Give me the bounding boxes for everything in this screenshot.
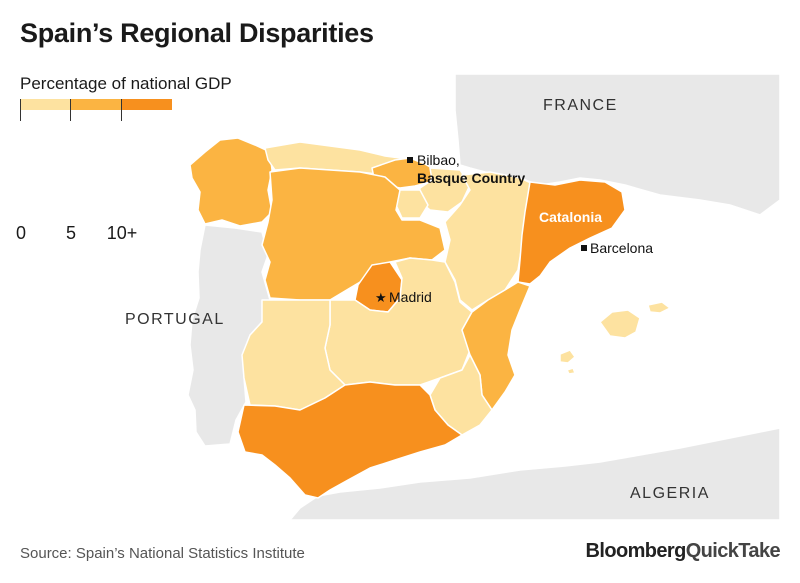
legend-title: Percentage of national GDP [20, 74, 232, 94]
label-barcelona: Barcelona [590, 240, 653, 256]
map: FRANCE PORTUGAL ALGERIA Bilbao, Basque C… [0, 74, 800, 520]
source-note: Source: Spain’s National Statistics Inst… [20, 545, 305, 562]
city-marker-bilbao [407, 157, 413, 163]
label-algeria: ALGERIA [630, 485, 710, 502]
land-portugal [187, 224, 271, 447]
star-icon: ★ [375, 290, 387, 305]
legend-tick-10 [121, 99, 122, 121]
legend-tick-label-0: 0 [15, 223, 27, 243]
label-basque-country: Basque Country [417, 170, 525, 186]
brand-main: Bloomberg [585, 540, 687, 562]
region-balearic-formentera [566, 367, 576, 375]
legend-ticks: 0 5 10+ [16, 99, 180, 243]
label-france: FRANCE [543, 97, 618, 114]
label-catalonia: Catalonia [539, 209, 602, 225]
legend-color-bar [20, 99, 172, 110]
brand-sub: QuickTake [685, 540, 781, 562]
city-marker-barcelona [581, 245, 587, 251]
region-catalonia [517, 179, 626, 285]
region-valencia [461, 281, 531, 411]
region-balearic-menorca [647, 301, 671, 314]
region-balearic-mallorca [599, 309, 641, 339]
legend-tick-0 [20, 99, 21, 121]
legend-bin-high [121, 99, 172, 110]
label-bilbao: Bilbao, [417, 152, 460, 168]
chart-title: Spain’s Regional Disparities [20, 18, 374, 48]
legend-tick-5 [70, 99, 71, 121]
legend-tick-label-5: 5 [65, 223, 77, 243]
region-balearic-ibiza [559, 349, 576, 364]
region-andalusia [237, 381, 463, 499]
legend-bin-mid [70, 99, 121, 110]
legend-tick-label-10: 10+ [106, 223, 138, 243]
legend-bin-low [20, 99, 70, 110]
land-algeria [289, 427, 781, 520]
label-madrid: Madrid [389, 289, 432, 305]
label-portugal: PORTUGAL [125, 311, 225, 328]
land-france [454, 74, 781, 216]
brand-logo: BloombergQuickTake [585, 540, 781, 563]
